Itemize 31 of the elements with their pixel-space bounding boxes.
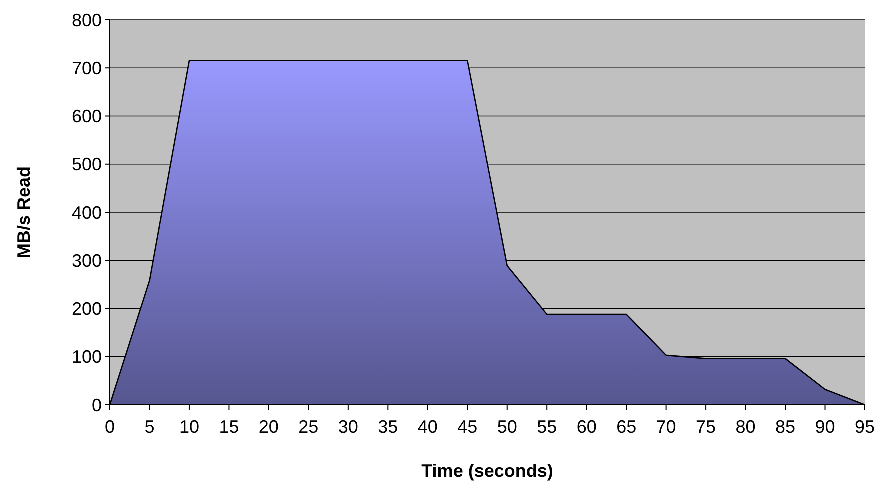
x-tick-label: 75 — [696, 417, 716, 437]
x-tick-label: 50 — [497, 417, 518, 437]
y-tick-label: 600 — [72, 106, 102, 127]
y-tick-label: 100 — [72, 347, 102, 368]
x-tick-label: 10 — [179, 417, 200, 437]
x-tick-label: 70 — [656, 417, 676, 437]
y-tick-label: 500 — [72, 154, 102, 175]
y-tick-label: 200 — [72, 299, 102, 320]
x-tick-label: 25 — [298, 417, 319, 437]
x-tick-label: 20 — [258, 417, 279, 437]
y-tick-label: 0 — [92, 395, 102, 416]
x-tick-label: 35 — [378, 417, 398, 437]
y-axis-title: MB/s Read — [14, 166, 34, 259]
x-tick-label: 45 — [458, 417, 478, 437]
y-tick-label: 400 — [72, 202, 102, 223]
x-tick-label: 90 — [815, 417, 836, 437]
x-tick-label: 30 — [338, 417, 358, 437]
y-tick-label: 800 — [72, 10, 102, 30]
x-tick-label: 85 — [776, 417, 796, 437]
y-tick-label: 700 — [72, 58, 102, 78]
x-tick-label: 5 — [144, 417, 155, 437]
x-tick-label: 0 — [104, 417, 116, 437]
x-tick-label: 55 — [537, 417, 558, 437]
y-tick-label: 300 — [72, 250, 102, 271]
x-tick-label: 80 — [736, 417, 756, 437]
x-axis-title: Time (seconds) — [422, 461, 554, 481]
x-tick-label: 15 — [219, 417, 240, 437]
x-tick-label: 65 — [616, 417, 637, 437]
x-tick-label: 60 — [576, 417, 597, 437]
x-tick-label: 95 — [854, 417, 876, 437]
x-tick-label: 40 — [418, 417, 438, 437]
